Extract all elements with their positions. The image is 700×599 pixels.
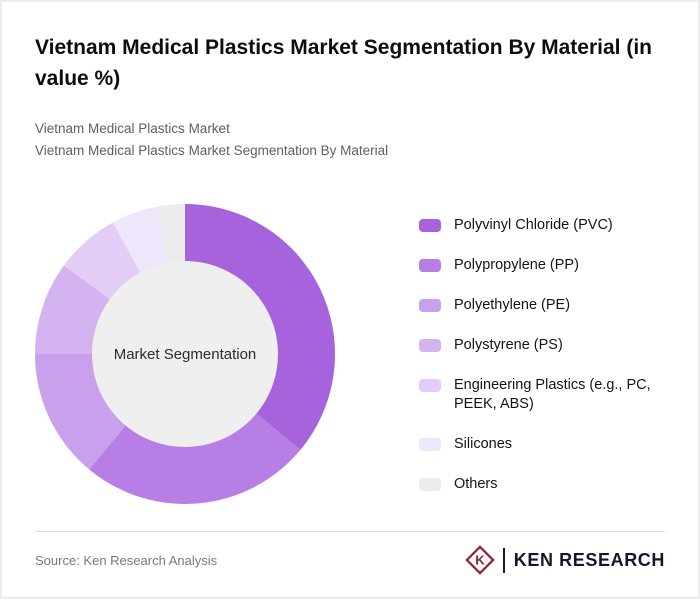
donut-chart-wrapper: Market Segmentation (35, 204, 335, 504)
legend-label: Polystyrene (PS) (454, 337, 563, 353)
legend-item: Polyethylene (PE) (419, 296, 665, 315)
legend-item: Polystyrene (PS) (419, 336, 665, 355)
legend-label: Others (454, 476, 498, 492)
legend-label: Silicones (454, 436, 513, 452)
legend-item: Engineering Plastics (e.g., PC, PEEK, AB… (419, 376, 665, 414)
logo-divider (502, 547, 505, 573)
legend-item: Others (419, 475, 665, 494)
legend-label: Polypropylene (PP) (454, 257, 579, 273)
k-emblem-icon: K (465, 545, 495, 575)
header: Vietnam Medical Plastics Market Segmenta… (35, 32, 665, 94)
k-emblem-letter: K (475, 553, 485, 568)
footer: Source: Ken Research Analysis K KEN RESE… (35, 531, 665, 575)
legend-label: Engineering Plastics (e.g., PC, PEEK, AB… (454, 377, 651, 412)
legend-label: Polyethylene (PE) (454, 297, 571, 313)
legend-item: Polyvinyl Chloride (PVC) (419, 216, 665, 235)
legend-swatch (419, 219, 441, 232)
source-text: Source: Ken Research Analysis (35, 552, 218, 568)
ken-research-logo: K KEN RESEARCH (465, 545, 665, 575)
page-title: Vietnam Medical Plastics Market Segmenta… (35, 36, 652, 90)
subtitle-market: Vietnam Medical Plastics Market (35, 121, 230, 136)
legend-item: Silicones (419, 435, 665, 454)
legend-swatch (419, 379, 441, 392)
donut-center-label: Market Segmentation (113, 345, 257, 363)
legend-swatch (419, 438, 441, 451)
logo-text: KEN RESEARCH (513, 549, 665, 570)
legend-swatch (419, 339, 441, 352)
subtitle-segmentation: Vietnam Medical Plastics Market Segmenta… (35, 143, 389, 158)
chart-area: Market Segmentation Polyvinyl Chloride (… (35, 204, 665, 504)
legend-item: Polypropylene (PP) (419, 256, 665, 275)
legend-swatch (419, 299, 441, 312)
donut-hole: Market Segmentation (92, 261, 278, 447)
legend-label: Polyvinyl Chloride (PVC) (454, 217, 613, 233)
legend-swatch (419, 478, 441, 491)
legend: Polyvinyl Chloride (PVC) Polypropylene (… (419, 216, 665, 494)
legend-swatch (419, 259, 441, 272)
chart-subtitles: Vietnam Medical Plastics Market Vietnam … (35, 118, 665, 162)
